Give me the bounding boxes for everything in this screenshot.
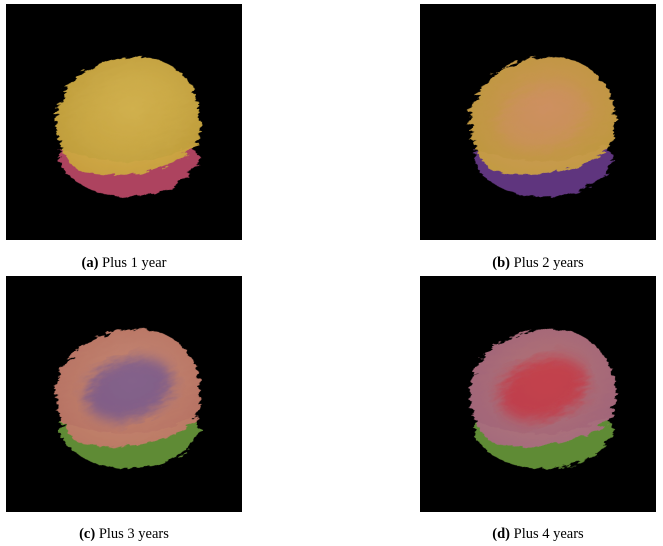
volume-inner bbox=[85, 357, 173, 421]
volume-inner bbox=[499, 85, 587, 149]
volume-inner bbox=[85, 85, 173, 149]
caption-a: (a) Plus 1 year bbox=[81, 255, 167, 271]
subfigure-a-image bbox=[6, 4, 242, 240]
volume-inner bbox=[499, 357, 587, 421]
subfigure-c-image bbox=[6, 276, 242, 512]
caption-b: (b) Plus 2 years bbox=[492, 255, 584, 271]
subfigure-b-image bbox=[420, 4, 656, 240]
caption-c: (c) Plus 3 years bbox=[79, 526, 169, 542]
subfigure-d-image bbox=[420, 276, 656, 512]
caption-d: (d) Plus 4 years bbox=[492, 526, 584, 542]
